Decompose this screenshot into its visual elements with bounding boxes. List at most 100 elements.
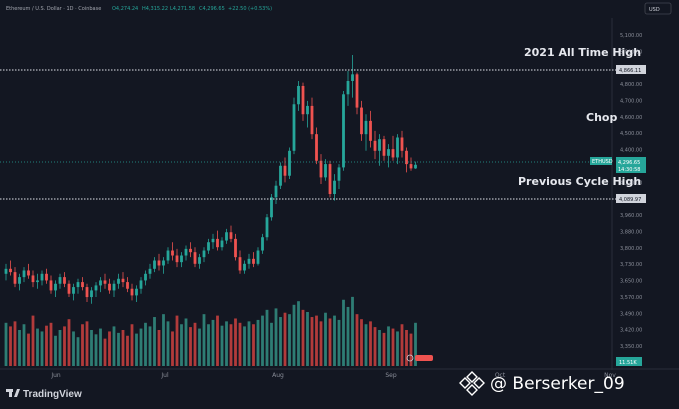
volume-bar (198, 328, 201, 366)
price-tick-label: 5,000.00 (620, 49, 642, 55)
volume-bar (229, 324, 233, 366)
candle-body (306, 105, 309, 115)
candle-body (378, 139, 381, 151)
volume-bar (270, 322, 273, 366)
volume-bar (85, 321, 89, 366)
time-tick-label: Jul (160, 372, 169, 379)
volume-bar (49, 322, 53, 366)
candle-body (274, 185, 278, 198)
candle-body (54, 283, 57, 291)
volume-bar (58, 330, 62, 366)
volume-bar (90, 330, 93, 366)
candle-body (180, 255, 183, 263)
candle-body (27, 270, 30, 276)
volume-bar (292, 304, 296, 366)
currency-button-label: USD (649, 7, 660, 13)
volume-bar (189, 327, 192, 366)
candle-body (238, 257, 242, 271)
candle-body (162, 260, 165, 266)
price-tick-label: 4,800.00 (620, 82, 642, 88)
symbol-badge (590, 157, 612, 165)
volume-bar (400, 324, 404, 366)
price-tick-label: 3,420.00 (620, 328, 642, 334)
high-value: H4,315.22 (142, 6, 168, 12)
volume-bar (126, 335, 129, 366)
candle-body (202, 250, 206, 258)
candle-body (288, 150, 291, 176)
time-tick-label: Aug (272, 372, 284, 379)
ath-level-badge (616, 65, 646, 74)
candle-body (328, 164, 332, 195)
candle-body (153, 260, 156, 269)
candle-body (355, 74, 359, 108)
volume-bar (355, 314, 359, 366)
price-tick-label: 4,120.00 (620, 180, 642, 186)
price-tick-label: 3,350.00 (620, 344, 642, 350)
volume-bar (171, 331, 174, 366)
volume-bar (193, 322, 197, 366)
candle-body (85, 287, 89, 298)
volume-bar (328, 318, 332, 366)
candle-body (225, 232, 228, 241)
time-axis[interactable]: Jun Jul Aug Sep Oct Nov (50, 372, 616, 379)
volume-bar (337, 319, 341, 366)
prev-level-badge (616, 194, 646, 203)
price-badge-value: 4,296.65 (618, 160, 640, 166)
price-axis[interactable]: 5,100.00 5,000.00 4,800.00 4,700.00 4,600.00… (620, 33, 642, 350)
volume-bar (252, 324, 255, 366)
candle-body (360, 107, 363, 135)
close-value: C4,296.65 (199, 6, 225, 12)
volume-badge-text: 11.51K (619, 360, 637, 366)
price-tick-label: 3,800.00 (620, 246, 642, 252)
volume-bar (27, 333, 30, 366)
candle-body (265, 217, 269, 238)
tradingview-logo[interactable]: TradingView (6, 389, 82, 400)
change-value: +22.50 (+0.53%) (228, 6, 272, 12)
volume-bar (351, 296, 354, 366)
price-tick-label: 4,500.00 (620, 131, 642, 137)
candle-body (292, 104, 296, 151)
candle-body (243, 263, 246, 271)
candle-body (13, 272, 17, 284)
candle-body (189, 248, 192, 253)
chart-title: Ethereum / U.S. Dollar · 1D · Coinbase (6, 6, 101, 12)
volume-bar (342, 299, 345, 366)
time-tick-label: Nov (604, 372, 616, 379)
volume-bar (180, 324, 183, 366)
volume-bar (405, 330, 408, 366)
candle-body (229, 232, 233, 239)
replay-marker-icon[interactable] (406, 354, 433, 362)
volume-bar (256, 319, 260, 366)
volume-bar (202, 314, 206, 366)
candle-body (40, 273, 44, 281)
candle-body (67, 283, 71, 294)
candle-body (45, 273, 48, 281)
volume-bar (139, 328, 143, 366)
currency-button[interactable] (644, 2, 672, 15)
volume-bar (18, 330, 21, 366)
candle-body (135, 288, 138, 296)
volume-bar (301, 309, 305, 366)
candle-body (49, 280, 53, 291)
candle-body (369, 120, 372, 141)
candle-body (333, 180, 336, 195)
candle-body (279, 165, 282, 186)
candle-series (4, 55, 417, 304)
price-tick-label: 4,600.00 (620, 115, 642, 121)
volume-bar (4, 322, 8, 366)
candle-body (234, 238, 237, 258)
volume-bar (247, 321, 251, 366)
volume-bar (364, 324, 368, 366)
price-tick-label: 3,490.00 (620, 311, 642, 317)
volume-bar (63, 326, 66, 366)
volume-bar (360, 319, 363, 366)
candle-body (310, 105, 314, 135)
price-tick-label: 3,960.00 (620, 213, 642, 219)
candle-body (58, 277, 62, 284)
tradingview-brand: TradingView (23, 389, 82, 400)
volume-bar (288, 314, 291, 366)
volume-bar (319, 321, 323, 366)
candle-body (283, 165, 287, 176)
